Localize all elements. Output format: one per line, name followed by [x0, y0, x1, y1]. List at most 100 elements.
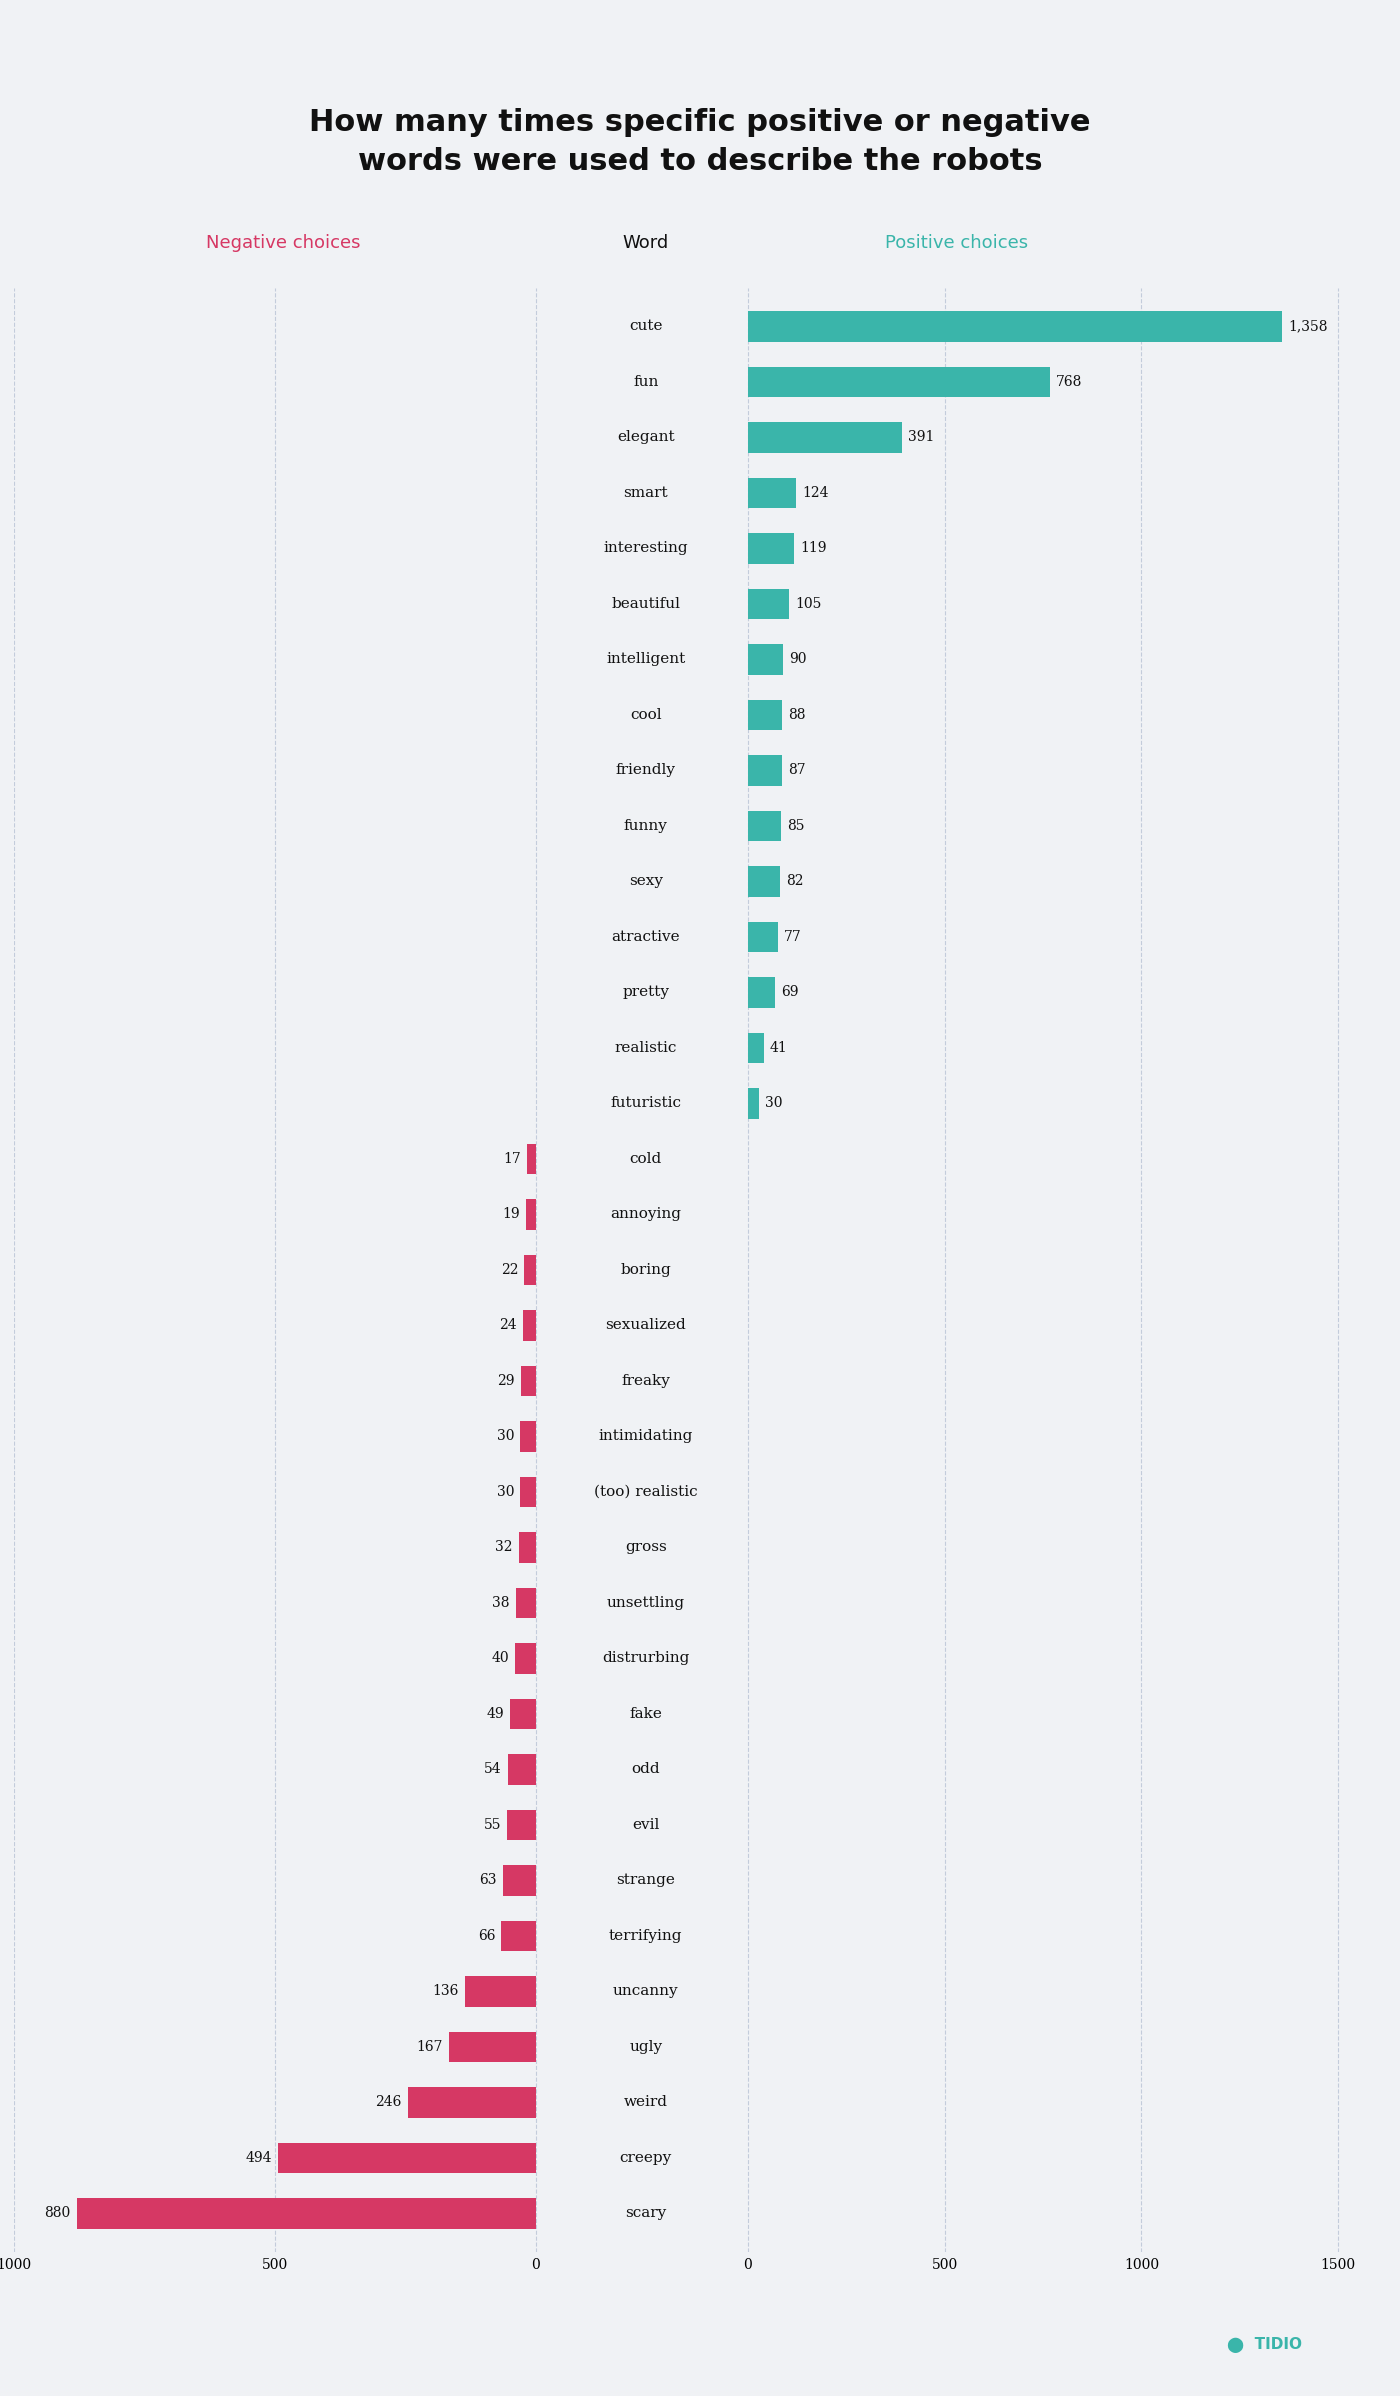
Text: 246: 246: [375, 2096, 402, 2108]
Bar: [526, 1198, 536, 1229]
Text: futuristic: futuristic: [610, 1097, 682, 1109]
Bar: [511, 1699, 536, 1730]
Text: 41: 41: [770, 1040, 787, 1054]
Bar: [748, 589, 790, 618]
Text: fake: fake: [629, 1706, 662, 1720]
Text: 30: 30: [766, 1097, 783, 1109]
Text: realistic: realistic: [615, 1040, 676, 1054]
Text: 105: 105: [795, 597, 822, 611]
Text: annoying: annoying: [610, 1208, 682, 1222]
Text: sexy: sexy: [629, 875, 662, 889]
Text: smart: smart: [623, 486, 668, 501]
Text: 77: 77: [784, 930, 802, 944]
Text: 90: 90: [790, 652, 806, 666]
Text: 82: 82: [785, 875, 804, 889]
Bar: [748, 865, 780, 896]
Text: pretty: pretty: [622, 985, 669, 999]
Text: strange: strange: [616, 1874, 675, 1888]
Text: 66: 66: [477, 1929, 496, 1943]
Text: Positive choices: Positive choices: [885, 232, 1028, 252]
Bar: [407, 2087, 536, 2118]
Bar: [748, 755, 781, 786]
Text: beautiful: beautiful: [612, 597, 680, 611]
Text: intelligent: intelligent: [606, 652, 686, 666]
Text: creepy: creepy: [620, 2152, 672, 2166]
Text: 167: 167: [416, 2039, 442, 2053]
Text: 124: 124: [802, 486, 829, 501]
Text: 880: 880: [45, 2207, 70, 2221]
Text: 32: 32: [496, 1541, 512, 1555]
Bar: [524, 1311, 536, 1342]
Text: friendly: friendly: [616, 764, 676, 776]
Text: scary: scary: [624, 2207, 666, 2221]
Bar: [748, 810, 781, 841]
Text: gross: gross: [624, 1541, 666, 1555]
Text: 19: 19: [503, 1208, 519, 1222]
Text: 1,358: 1,358: [1288, 319, 1327, 333]
Bar: [519, 1531, 536, 1562]
Bar: [507, 1809, 536, 1840]
Bar: [525, 1256, 536, 1284]
Text: ugly: ugly: [629, 2039, 662, 2053]
Bar: [748, 645, 783, 676]
Text: Word: Word: [623, 232, 669, 252]
Bar: [77, 2197, 536, 2228]
Bar: [748, 311, 1282, 343]
Text: boring: boring: [620, 1263, 671, 1277]
Bar: [521, 1476, 536, 1507]
Text: (too) realistic: (too) realistic: [594, 1486, 697, 1500]
Text: 40: 40: [491, 1651, 508, 1665]
Text: 85: 85: [787, 819, 805, 834]
Bar: [521, 1421, 536, 1452]
Text: sexualized: sexualized: [605, 1318, 686, 1332]
Text: 391: 391: [907, 431, 934, 443]
Text: distrurbing: distrurbing: [602, 1651, 689, 1665]
Text: 768: 768: [1056, 374, 1082, 388]
Text: evil: evil: [631, 1819, 659, 1833]
Text: odd: odd: [631, 1763, 659, 1775]
Bar: [748, 367, 1050, 398]
Bar: [449, 2032, 536, 2063]
Bar: [748, 477, 797, 508]
Bar: [526, 1143, 536, 1174]
Text: 69: 69: [781, 985, 798, 999]
Text: funny: funny: [624, 819, 668, 834]
Text: weird: weird: [623, 2096, 668, 2108]
Text: uncanny: uncanny: [613, 1984, 679, 1998]
Text: 494: 494: [245, 2152, 272, 2166]
Bar: [279, 2142, 536, 2173]
Text: 49: 49: [486, 1706, 504, 1720]
Bar: [465, 1977, 536, 2008]
Text: unsettling: unsettling: [606, 1596, 685, 1610]
Text: cool: cool: [630, 707, 661, 721]
Text: interesting: interesting: [603, 541, 687, 556]
Bar: [748, 532, 794, 563]
Text: 63: 63: [479, 1874, 497, 1888]
Bar: [748, 422, 902, 453]
Bar: [748, 700, 783, 731]
Text: 29: 29: [497, 1373, 515, 1387]
Bar: [515, 1644, 536, 1675]
Text: intimidating: intimidating: [598, 1430, 693, 1442]
Bar: [517, 1589, 536, 1617]
Text: 24: 24: [500, 1318, 517, 1332]
Bar: [748, 922, 778, 951]
Text: cute: cute: [629, 319, 662, 333]
Text: 87: 87: [788, 764, 805, 776]
Text: 30: 30: [497, 1486, 514, 1500]
Text: 30: 30: [497, 1430, 514, 1442]
Bar: [521, 1366, 536, 1397]
Text: How many times specific positive or negative
words were used to describe the rob: How many times specific positive or nega…: [309, 108, 1091, 177]
Text: 55: 55: [483, 1819, 501, 1833]
Bar: [501, 1922, 536, 1950]
Bar: [508, 1754, 536, 1785]
Bar: [748, 1088, 759, 1119]
Text: 22: 22: [501, 1263, 518, 1277]
Text: freaky: freaky: [622, 1373, 671, 1387]
Text: 54: 54: [484, 1763, 501, 1775]
Text: elegant: elegant: [617, 431, 675, 443]
Bar: [748, 1033, 764, 1064]
Bar: [503, 1864, 536, 1895]
Bar: [748, 978, 774, 1009]
Text: cold: cold: [630, 1152, 662, 1167]
